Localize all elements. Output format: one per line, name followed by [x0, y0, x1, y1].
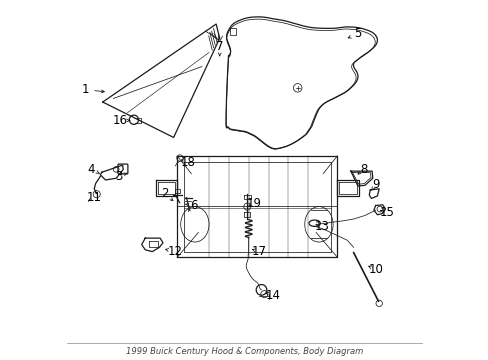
- Text: 16: 16: [113, 114, 128, 127]
- Text: 1999 Buick Century Hood & Components, Body Diagram: 1999 Buick Century Hood & Components, Bo…: [125, 347, 363, 356]
- Text: 14: 14: [265, 289, 280, 302]
- Text: 2: 2: [161, 187, 168, 200]
- Text: 3: 3: [115, 170, 122, 183]
- Text: 9: 9: [371, 178, 379, 191]
- Text: 18: 18: [180, 157, 195, 170]
- Text: 8: 8: [360, 163, 367, 176]
- Text: 19: 19: [246, 197, 262, 210]
- Text: 7: 7: [216, 40, 223, 53]
- Text: 17: 17: [251, 245, 265, 258]
- Text: 12: 12: [167, 245, 183, 258]
- Text: 15: 15: [379, 206, 394, 219]
- Text: 5: 5: [353, 27, 361, 40]
- Text: 10: 10: [367, 263, 382, 276]
- Text: 6: 6: [190, 199, 198, 212]
- Text: 1: 1: [82, 83, 89, 96]
- Text: 4: 4: [87, 163, 95, 176]
- Text: 11: 11: [86, 191, 101, 204]
- Text: 13: 13: [314, 220, 328, 233]
